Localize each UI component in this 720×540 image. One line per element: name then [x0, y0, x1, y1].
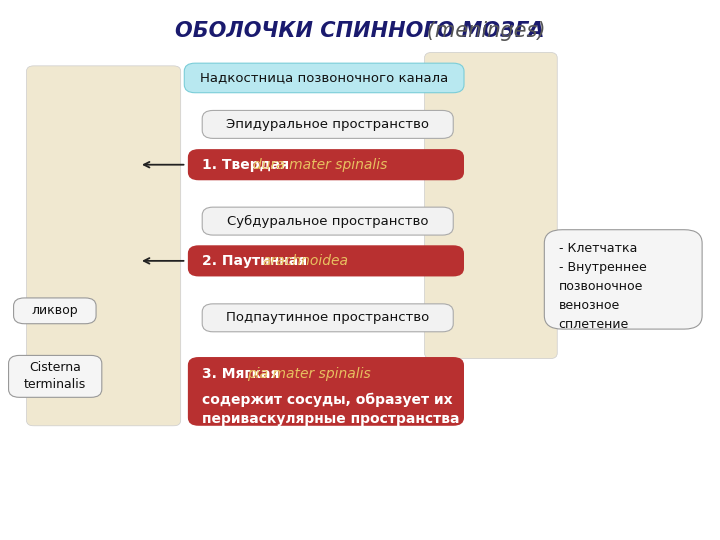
Text: dura mater spinalis: dura mater spinalis — [253, 158, 388, 172]
Text: Эпидуральное пространство: Эпидуральное пространство — [226, 118, 429, 131]
Text: 1. Твердая: 1. Твердая — [202, 158, 294, 172]
FancyBboxPatch shape — [202, 207, 453, 235]
Text: Надкостница позвоночного канала: Надкостница позвоночного канала — [200, 71, 449, 84]
FancyBboxPatch shape — [188, 357, 464, 426]
Text: 3. Мягкая: 3. Мягкая — [202, 367, 284, 381]
Text: содержит сосуды, образует их
периваскулярные пространства: содержит сосуды, образует их периваскуля… — [202, 393, 459, 426]
Text: Подпаутинное пространство: Подпаутинное пространство — [226, 312, 429, 325]
FancyBboxPatch shape — [188, 149, 464, 180]
Text: Субдуральное пространство: Субдуральное пространство — [227, 214, 428, 228]
Text: 2. Паутинная: 2. Паутинная — [202, 254, 312, 268]
FancyBboxPatch shape — [9, 355, 102, 397]
FancyBboxPatch shape — [425, 52, 557, 359]
FancyBboxPatch shape — [188, 245, 464, 276]
Text: (meninges): (meninges) — [175, 21, 545, 41]
Text: arachnoidea: arachnoidea — [263, 254, 348, 268]
FancyBboxPatch shape — [27, 66, 181, 426]
FancyBboxPatch shape — [14, 298, 96, 323]
Text: pia mater spinalis: pia mater spinalis — [247, 367, 370, 381]
FancyBboxPatch shape — [544, 230, 702, 329]
FancyBboxPatch shape — [202, 111, 453, 138]
Text: - Клетчатка
- Внутреннее
позвоночное
венозное
сплетение: - Клетчатка - Внутреннее позвоночное вен… — [559, 242, 647, 331]
FancyBboxPatch shape — [184, 63, 464, 93]
FancyBboxPatch shape — [202, 304, 453, 332]
Text: ликвор: ликвор — [32, 305, 78, 318]
Text: ОБОЛОЧКИ СПИННОГО МОЗГА: ОБОЛОЧКИ СПИННОГО МОЗГА — [175, 21, 545, 41]
Text: Cisterna
terminalis: Cisterna terminalis — [24, 361, 86, 392]
